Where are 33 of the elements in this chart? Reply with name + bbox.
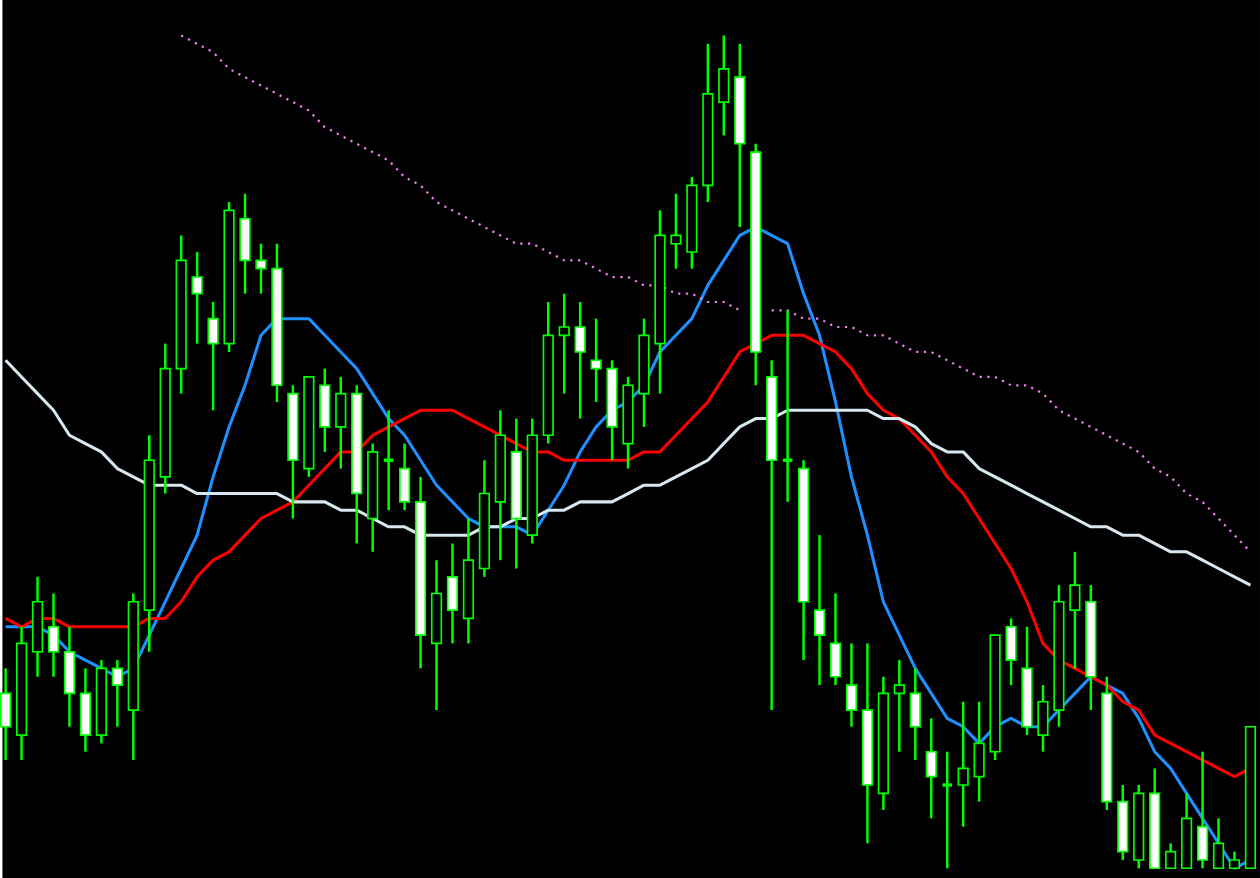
candlestick	[590, 317, 602, 404]
candlestick	[574, 300, 586, 420]
candlestick	[1196, 750, 1209, 870]
candlestick	[446, 542, 459, 645]
candlestick	[1037, 683, 1049, 753]
candlestick	[319, 367, 331, 454]
candlestick	[1069, 550, 1081, 670]
candlestick	[957, 700, 969, 828]
candlestick	[47, 592, 60, 678]
candlestick	[925, 717, 937, 820]
candlestick	[398, 442, 411, 512]
candlestick	[63, 625, 76, 728]
candlestick	[0, 667, 12, 762]
candlestick	[111, 658, 123, 728]
candlestick	[1165, 841, 1177, 870]
candlestick	[558, 292, 570, 395]
candlestick	[829, 592, 842, 687]
candlestick	[813, 533, 826, 687]
candlestick	[335, 375, 347, 470]
candlestick	[670, 192, 682, 270]
candlestick	[239, 192, 251, 295]
candlestick	[973, 700, 985, 803]
candlestick	[79, 667, 92, 753]
candlestick	[909, 667, 921, 762]
candlestick	[893, 658, 905, 753]
candlestick	[255, 242, 267, 295]
candlestick	[718, 34, 730, 137]
candlestick	[1212, 816, 1225, 870]
candlestick	[940, 750, 954, 870]
candlestick	[191, 250, 203, 345]
candlestick	[1005, 617, 1017, 687]
candlestick	[845, 642, 858, 728]
candlestick	[207, 300, 219, 412]
